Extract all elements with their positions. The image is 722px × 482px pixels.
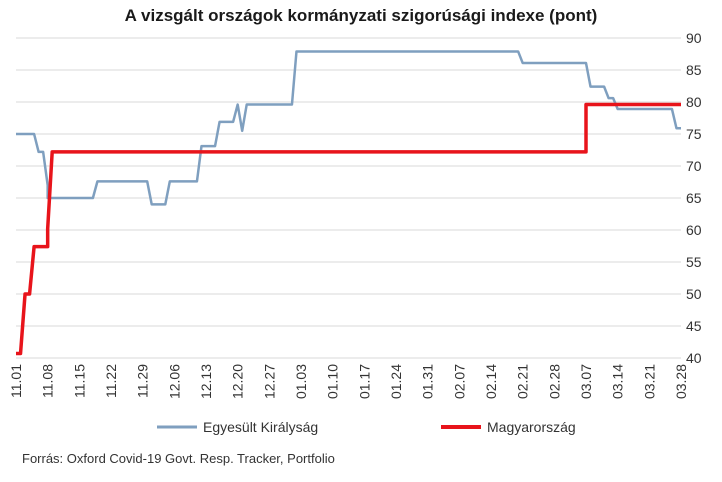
x-tick-label: 11.15 [71,364,87,398]
x-tick-label: 03.21 [641,364,657,399]
x-tick-label: 11.01 [8,364,24,398]
x-tick-label: 03.07 [578,364,594,399]
x-tick-label: 01.17 [356,364,372,399]
x-tick-label: 02.28 [546,364,562,399]
x-tick-label: 01.03 [293,364,309,399]
y-tick-label: 90 [686,30,702,46]
y-tick-label: 40 [686,350,702,366]
chart-title: A vizsgált országok kormányzati szigorús… [124,6,598,25]
x-tick-label: 12.13 [198,364,214,399]
x-tick-label: 02.21 [515,364,531,399]
y-tick-label: 75 [686,126,702,142]
x-tick-label: 03.28 [673,364,689,399]
y-tick-label: 85 [686,62,702,78]
y-tick-label: 45 [686,318,702,334]
x-tick-label: 11.22 [103,364,119,398]
x-tick-label: 02.07 [451,364,467,399]
y-tick-label: 55 [686,254,702,270]
y-tick-label: 60 [686,222,702,238]
source-note: Forrás: Oxford Covid-19 Govt. Resp. Trac… [22,451,335,466]
x-tick-label: 11.29 [135,364,151,398]
legend: Egyesült Királyság Magyarország [157,419,576,435]
x-tick-label: 01.31 [420,364,436,399]
legend-label: Egyesült Királyság [203,419,318,435]
y-tick-label: 65 [686,190,702,206]
y-axis-ticks: 40 45 50 55 60 65 70 75 80 85 90 [686,30,702,366]
x-tick-label: 11.08 [40,364,56,398]
x-axis-ticks: 11.01 11.08 11.15 11.22 11.29 12.06 12.13 12.20… [8,364,689,399]
series-line-hungary [16,102,681,356]
y-tick-label: 50 [686,286,702,302]
x-tick-label: 03.14 [610,364,626,399]
grid-lines [16,37,681,359]
x-tick-label: 02.14 [483,364,499,399]
x-tick-label: 12.06 [166,364,182,399]
x-tick-label: 01.10 [325,364,341,399]
legend-label: Magyarország [487,419,576,435]
series-lines [16,50,681,356]
x-tick-label: 12.20 [230,364,246,399]
x-tick-label: 01.24 [388,364,404,399]
series-line-uk [16,50,681,206]
y-tick-label: 80 [686,94,702,110]
x-tick-label: 12.27 [261,364,277,399]
y-tick-label: 70 [686,158,702,174]
